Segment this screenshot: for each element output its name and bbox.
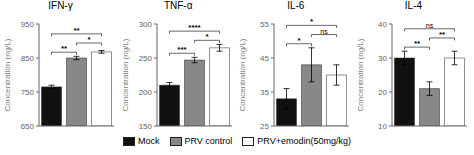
html-text:PRV+emodin(50mg/kg): PRV+emodin(50mg/kg) [257, 136, 351, 146]
svg-text:35: 35 [260, 88, 269, 97]
svg-text:25: 25 [260, 122, 269, 130]
svg-text:750: 750 [21, 88, 35, 97]
svg-text:Concentration (ng/L): Concentration (ng/L) [356, 38, 365, 111]
html-text:IL-4: IL-4 [404, 0, 423, 11]
svg-text:ns: ns [321, 28, 329, 35]
svg-text:*: * [310, 17, 314, 26]
svg-text:55: 55 [260, 20, 269, 29]
svg-text:****: **** [188, 23, 201, 32]
svg-text:**: ** [73, 26, 80, 35]
svg-text:*: * [298, 36, 302, 45]
svg-text:40: 40 [378, 20, 387, 29]
svg-text:Concentration (ng/L): Concentration (ng/L) [121, 38, 130, 111]
svg-text:30: 30 [378, 54, 387, 63]
svg-text:250: 250 [138, 54, 152, 63]
svg-text:Concentration (ng/L): Concentration (ng/L) [238, 38, 247, 111]
html-text:Mock: Mock [138, 136, 160, 146]
html-text:TNF-α: TNF-α [163, 0, 193, 11]
svg-text:**: ** [61, 44, 68, 53]
html-text:PRV control: PRV control [184, 136, 233, 146]
svg-text:650: 650 [21, 122, 35, 130]
svg-text:*: * [87, 35, 91, 44]
svg-text:*: * [205, 32, 209, 41]
html-text:IL-6: IL-6 [287, 0, 305, 11]
svg-text:45: 45 [260, 54, 269, 63]
svg-text:20: 20 [378, 88, 387, 97]
svg-text:**: ** [414, 39, 421, 48]
svg-text:950: 950 [21, 20, 35, 29]
svg-text:***: *** [177, 45, 187, 54]
svg-text:200: 200 [138, 88, 152, 97]
svg-text:10: 10 [378, 122, 387, 130]
svg-text:ns: ns [426, 22, 434, 29]
html-text:IFN-γ: IFN-γ [48, 0, 73, 11]
svg-text:**: ** [439, 30, 446, 39]
svg-text:850: 850 [21, 54, 35, 63]
svg-text:Concentration (ng/L): Concentration (ng/L) [8, 38, 12, 111]
svg-text:300: 300 [138, 20, 152, 29]
svg-text:150: 150 [138, 122, 152, 130]
